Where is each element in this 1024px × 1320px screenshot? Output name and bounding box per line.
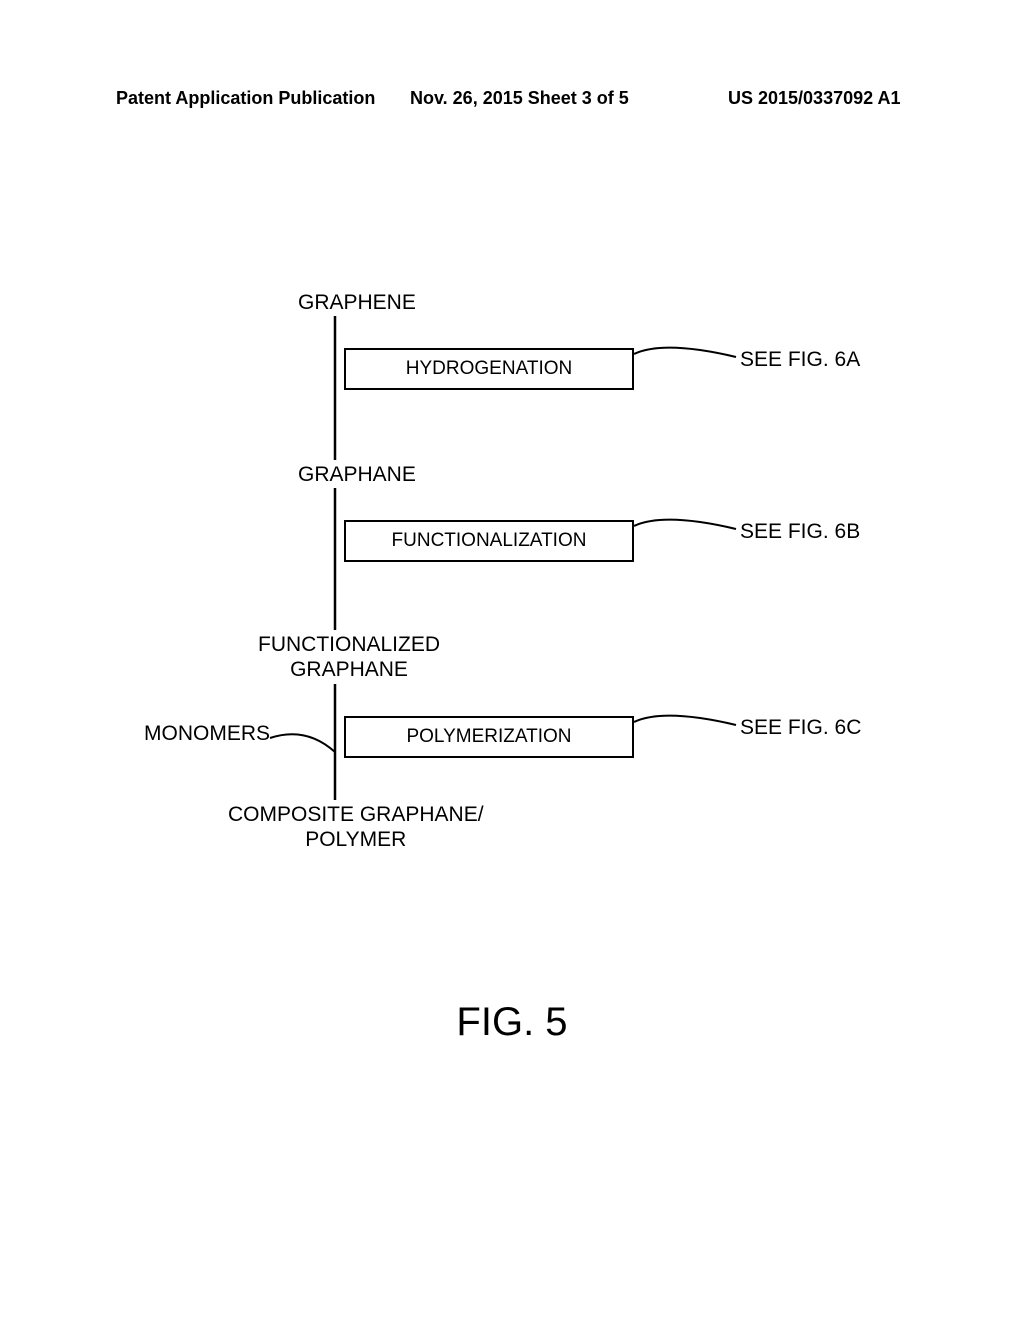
header-right: US 2015/0337092 A1: [728, 88, 900, 109]
callout-text: SEE FIG. 6A: [740, 348, 860, 371]
figure-title-text: FIG. 5: [456, 1000, 567, 1044]
callout-fig6a: SEE FIG. 6A: [740, 348, 860, 372]
header-left: Patent Application Publication: [116, 88, 375, 109]
stage-graphene: GRAPHENE: [298, 290, 416, 315]
callout-fig6b: SEE FIG. 6B: [740, 520, 860, 544]
stage-label-line2: POLYMER: [305, 828, 406, 851]
stage-label: GRAPHENE: [298, 291, 416, 314]
callout-text: SEE FIG. 6C: [740, 716, 861, 739]
stage-label-line2: GRAPHANE: [290, 658, 408, 681]
callout-text: SEE FIG. 6B: [740, 520, 860, 543]
stage-composite: COMPOSITE GRAPHANE/ POLYMER: [228, 802, 484, 852]
process-label: FUNCTIONALIZATION: [392, 530, 587, 551]
side-input-monomers: MONOMERS: [144, 722, 270, 746]
callout-fig6c: SEE FIG. 6C: [740, 716, 861, 740]
stage-label: GRAPHANE: [298, 463, 416, 486]
process-functionalization: FUNCTIONALIZATION: [344, 520, 634, 562]
process-label: HYDROGENATION: [406, 358, 572, 379]
process-label: POLYMERIZATION: [406, 726, 571, 747]
stage-label-line1: COMPOSITE GRAPHANE/: [228, 803, 484, 826]
stage-graphane: GRAPHANE: [298, 462, 416, 487]
stage-functionalized-graphane: FUNCTIONALIZED GRAPHANE: [258, 632, 440, 682]
process-hydrogenation: HYDROGENATION: [344, 348, 634, 390]
process-polymerization: POLYMERIZATION: [344, 716, 634, 758]
header-center: Nov. 26, 2015 Sheet 3 of 5: [410, 88, 629, 109]
stage-label-line1: FUNCTIONALIZED: [258, 633, 440, 656]
figure-title: FIG. 5: [0, 1000, 1024, 1045]
side-label-text: MONOMERS: [144, 722, 270, 745]
